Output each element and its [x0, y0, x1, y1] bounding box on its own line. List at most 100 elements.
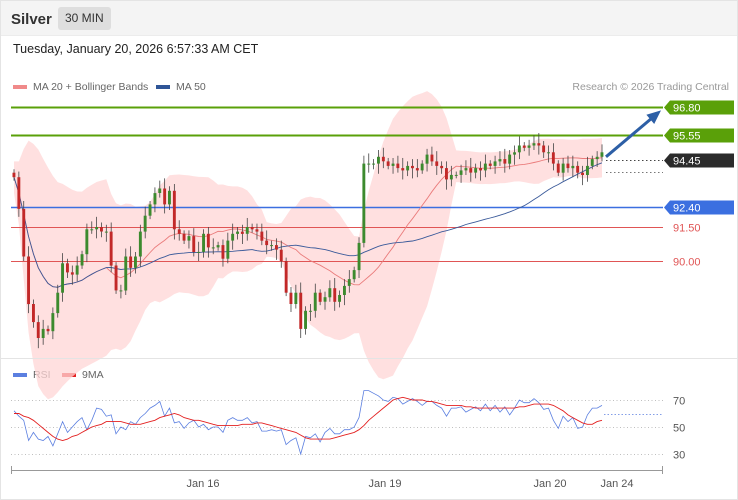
candle-up: [270, 245, 273, 247]
candle-up: [61, 263, 64, 293]
candle-down: [192, 236, 196, 252]
candle-up: [143, 215, 147, 232]
candle-up: [41, 328, 45, 338]
candle-up: [168, 190, 171, 205]
timestamp: Tuesday, January 20, 2026 6:57:33 AM CET: [13, 42, 259, 56]
candle-up: [513, 152, 516, 155]
rsi-tick-70: 70: [673, 396, 685, 408]
candle-down: [430, 154, 434, 162]
candle-up: [309, 310, 312, 312]
candle-down: [537, 143, 541, 146]
candle-down: [284, 261, 288, 293]
candle-down: [435, 161, 439, 166]
bollinger-band: [14, 91, 602, 400]
level-label-95-55-tag: [664, 128, 734, 143]
candle-down: [255, 229, 259, 232]
candle-up: [187, 236, 191, 241]
candle-up: [328, 288, 332, 298]
candle-down: [386, 161, 390, 166]
candle-down: [469, 168, 473, 173]
level-label-92-40-tag: [664, 200, 734, 215]
candle-down: [260, 231, 264, 241]
candle-up: [586, 165, 589, 175]
candle-up: [357, 242, 361, 271]
candle-up: [372, 163, 375, 165]
candle-up: [216, 245, 220, 248]
candle-down: [114, 265, 118, 291]
candle-down: [522, 145, 526, 148]
candle-up: [202, 233, 205, 252]
candle-up: [547, 152, 550, 154]
candle-down: [46, 328, 50, 332]
candle-up: [304, 310, 307, 329]
candle-up: [80, 254, 84, 266]
projection-arrow-shaft: [605, 116, 654, 158]
candle-down: [36, 322, 40, 338]
candle-down: [445, 168, 448, 180]
candle-down: [100, 227, 103, 232]
candle-down: [22, 208, 26, 257]
candle-up: [517, 145, 521, 153]
rsi-tick-30: 30: [673, 450, 685, 462]
candle-up: [124, 256, 128, 291]
candles: [12, 133, 604, 349]
candle-down: [556, 163, 560, 173]
candle-up: [104, 231, 108, 233]
candle-up: [51, 313, 55, 332]
candle-up: [347, 279, 351, 286]
candle-up: [148, 204, 152, 216]
x-tick-label: Jan 24: [600, 478, 633, 490]
candle-down: [415, 168, 419, 171]
candle-down: [318, 292, 322, 302]
candle-up: [338, 295, 341, 302]
candle-down: [333, 288, 337, 302]
candle-down: [440, 165, 444, 169]
candle-down: [542, 145, 546, 153]
candle-up: [590, 159, 594, 166]
candle-down: [551, 152, 555, 164]
candle-up: [498, 159, 502, 162]
candle-up: [95, 227, 99, 230]
candle-up: [75, 265, 79, 275]
candle-down: [275, 245, 278, 250]
candle-up: [561, 163, 565, 173]
candle-up: [158, 188, 162, 193]
candle-up: [508, 154, 512, 164]
candle-down: [32, 304, 35, 323]
candle-down: [109, 231, 113, 266]
candle-down: [479, 168, 482, 171]
candle-down: [581, 172, 584, 175]
x-tick-label: Jan 20: [533, 478, 566, 490]
candle-down: [250, 227, 254, 230]
candle-down: [299, 292, 303, 329]
candle-up: [464, 168, 468, 171]
projection-arrow-head: [646, 110, 661, 124]
rsi-tick-50: 50: [673, 423, 685, 435]
x-tick-label: Jan 16: [186, 478, 219, 490]
candle-down: [576, 165, 580, 173]
legend-ma50-label: MA 50: [176, 81, 206, 93]
candle-up: [226, 240, 230, 259]
candle-down: [265, 240, 269, 246]
candle-down: [240, 231, 244, 234]
level-label-96-80: 96.80: [673, 103, 701, 115]
level-label-94-45: 94.45: [673, 156, 701, 168]
candle-up: [532, 143, 536, 146]
candle-down: [411, 165, 414, 169]
candle-up: [56, 292, 60, 314]
level-label-91-50: 91.50: [673, 223, 701, 235]
legend-rsi-ma-label: 9MA: [82, 369, 104, 381]
level-label-94-45-tag: [664, 153, 734, 168]
candle-up: [527, 145, 531, 148]
candle-up: [211, 247, 215, 249]
interval-badge[interactable]: 30 MIN: [58, 7, 111, 30]
ma50-swatch: [156, 85, 170, 90]
candle-up: [454, 174, 458, 176]
candle-up: [153, 193, 157, 205]
candle-up: [420, 163, 424, 171]
level-label-95-55: 95.55: [673, 131, 701, 143]
candle-up: [197, 251, 201, 253]
candle-down: [279, 249, 283, 261]
candle-down: [177, 229, 181, 234]
